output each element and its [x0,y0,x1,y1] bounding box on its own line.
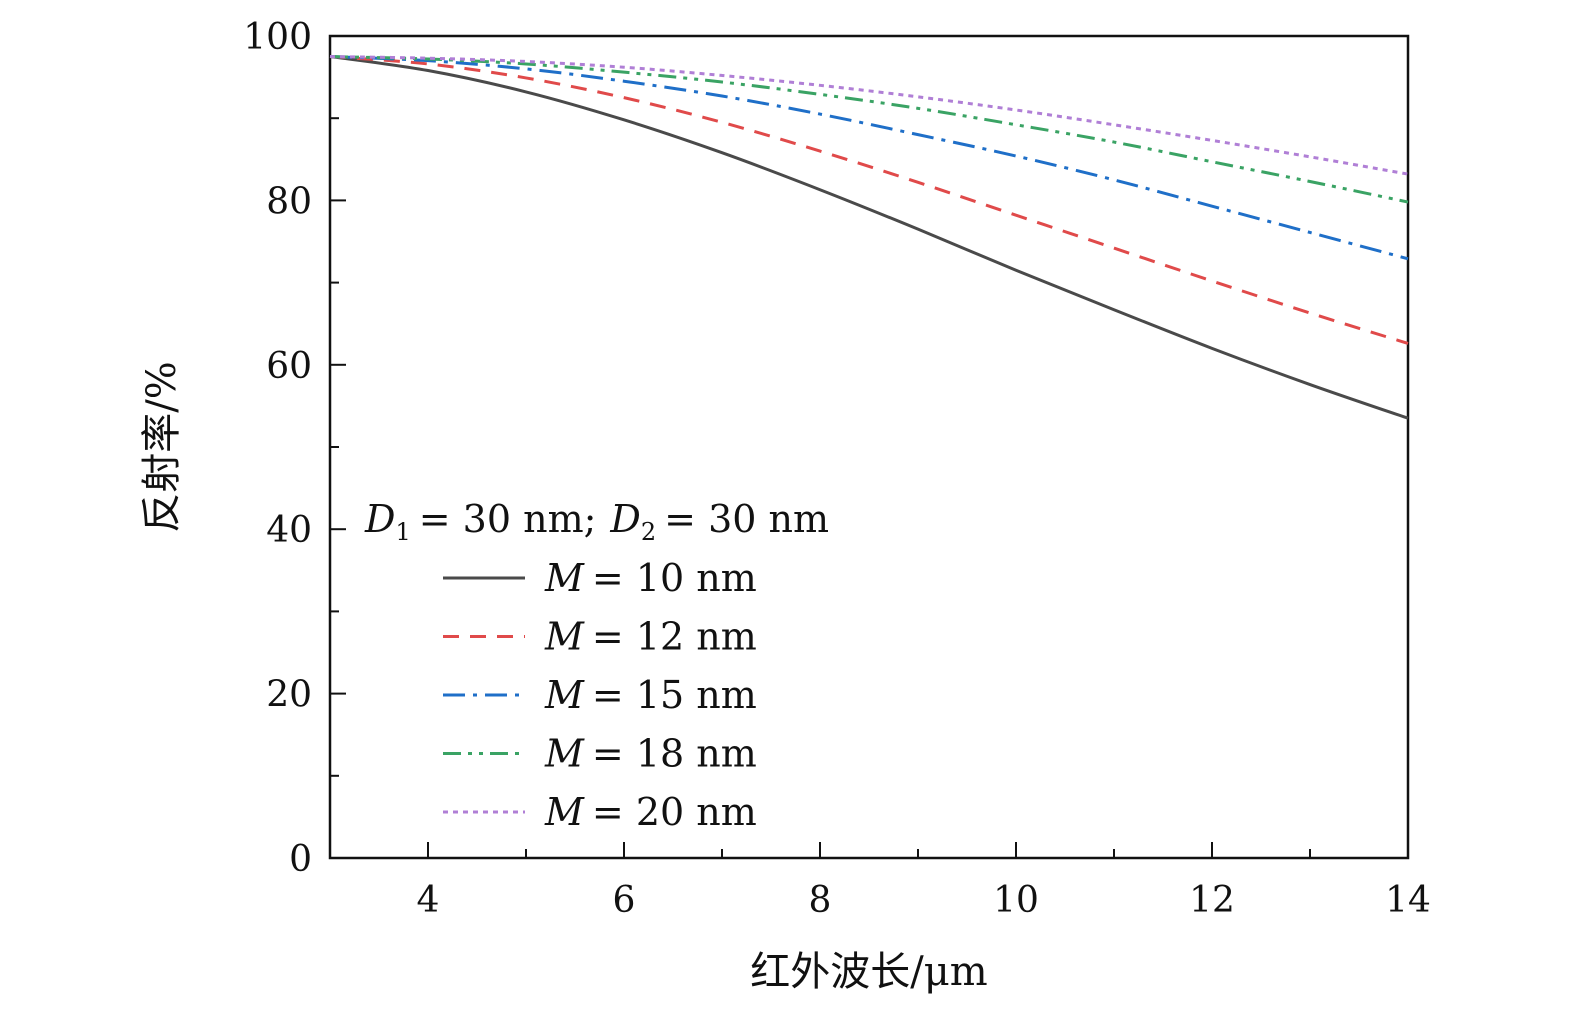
legend-d2-sub: 2 [641,518,656,546]
legend-label: M = 20 nm [544,790,757,834]
x-tick-label: 6 [613,880,636,921]
y-tick-label: 40 [266,510,312,551]
legend-value: = 18 nm [592,732,757,776]
x-tick-label: 12 [1189,880,1235,921]
legend-symbol: M [544,673,585,717]
series-line-18nm [329,55,1409,204]
legend: D1 = 30 nm; D2 = 30 nm M = 10 nmM = 12 nmM = 1… [364,497,829,834]
legend-value: = 12 nm [592,615,757,659]
x-tick-label: 14 [1385,880,1431,921]
x-tick-label: 4 [417,880,440,921]
series-line-20nm [329,55,1409,176]
legend-label: M = 18 nm [544,732,757,776]
y-tick-label: 100 [243,17,312,58]
y-axis: 0 20 40 60 80 100 [243,17,346,880]
series-line-10nm [329,55,1409,420]
legend-symbol: M [544,790,585,834]
legend-value: = 15 nm [592,673,757,717]
x-axis: 4 6 8 10 12 14 [329,842,1431,921]
y-axis-title: 反射率/% [139,361,185,532]
legend-d1-sub: 1 [395,518,410,546]
x-axis-title: 红外波长/μm [750,949,987,995]
legend-symbol: M [544,615,585,659]
y-tick-label: 80 [266,181,312,222]
series-layer [329,55,1409,420]
legend-value: = 10 nm [592,556,757,600]
x-tick-label: 8 [809,880,832,921]
series-line-12nm [329,55,1409,345]
legend-symbol: M [544,732,585,776]
legend-label: M = 10 nm [544,556,757,600]
legend-d2-symbol: D [609,497,640,541]
legend-title: D1 = 30 nm; D2 = 30 nm [364,497,829,546]
legend-label: M = 15 nm [544,673,757,717]
legend-d1-value: = 30 nm; [419,497,597,541]
legend-label: M = 12 nm [544,615,757,659]
legend-d2-value: = 30 nm [664,497,829,541]
legend-value: = 20 nm [592,790,757,834]
legend-d1-symbol: D [364,497,395,541]
series-line-15nm [329,55,1409,261]
x-tick-label: 10 [993,880,1039,921]
y-tick-label: 20 [266,675,312,716]
plot-frame [328,34,1410,860]
y-tick-label: 0 [289,839,312,880]
legend-entries: M = 10 nmM = 12 nmM = 15 nmM = 18 nmM = 20 nm [443,556,757,834]
legend-symbol: M [544,556,585,600]
y-tick-label: 60 [266,346,312,387]
